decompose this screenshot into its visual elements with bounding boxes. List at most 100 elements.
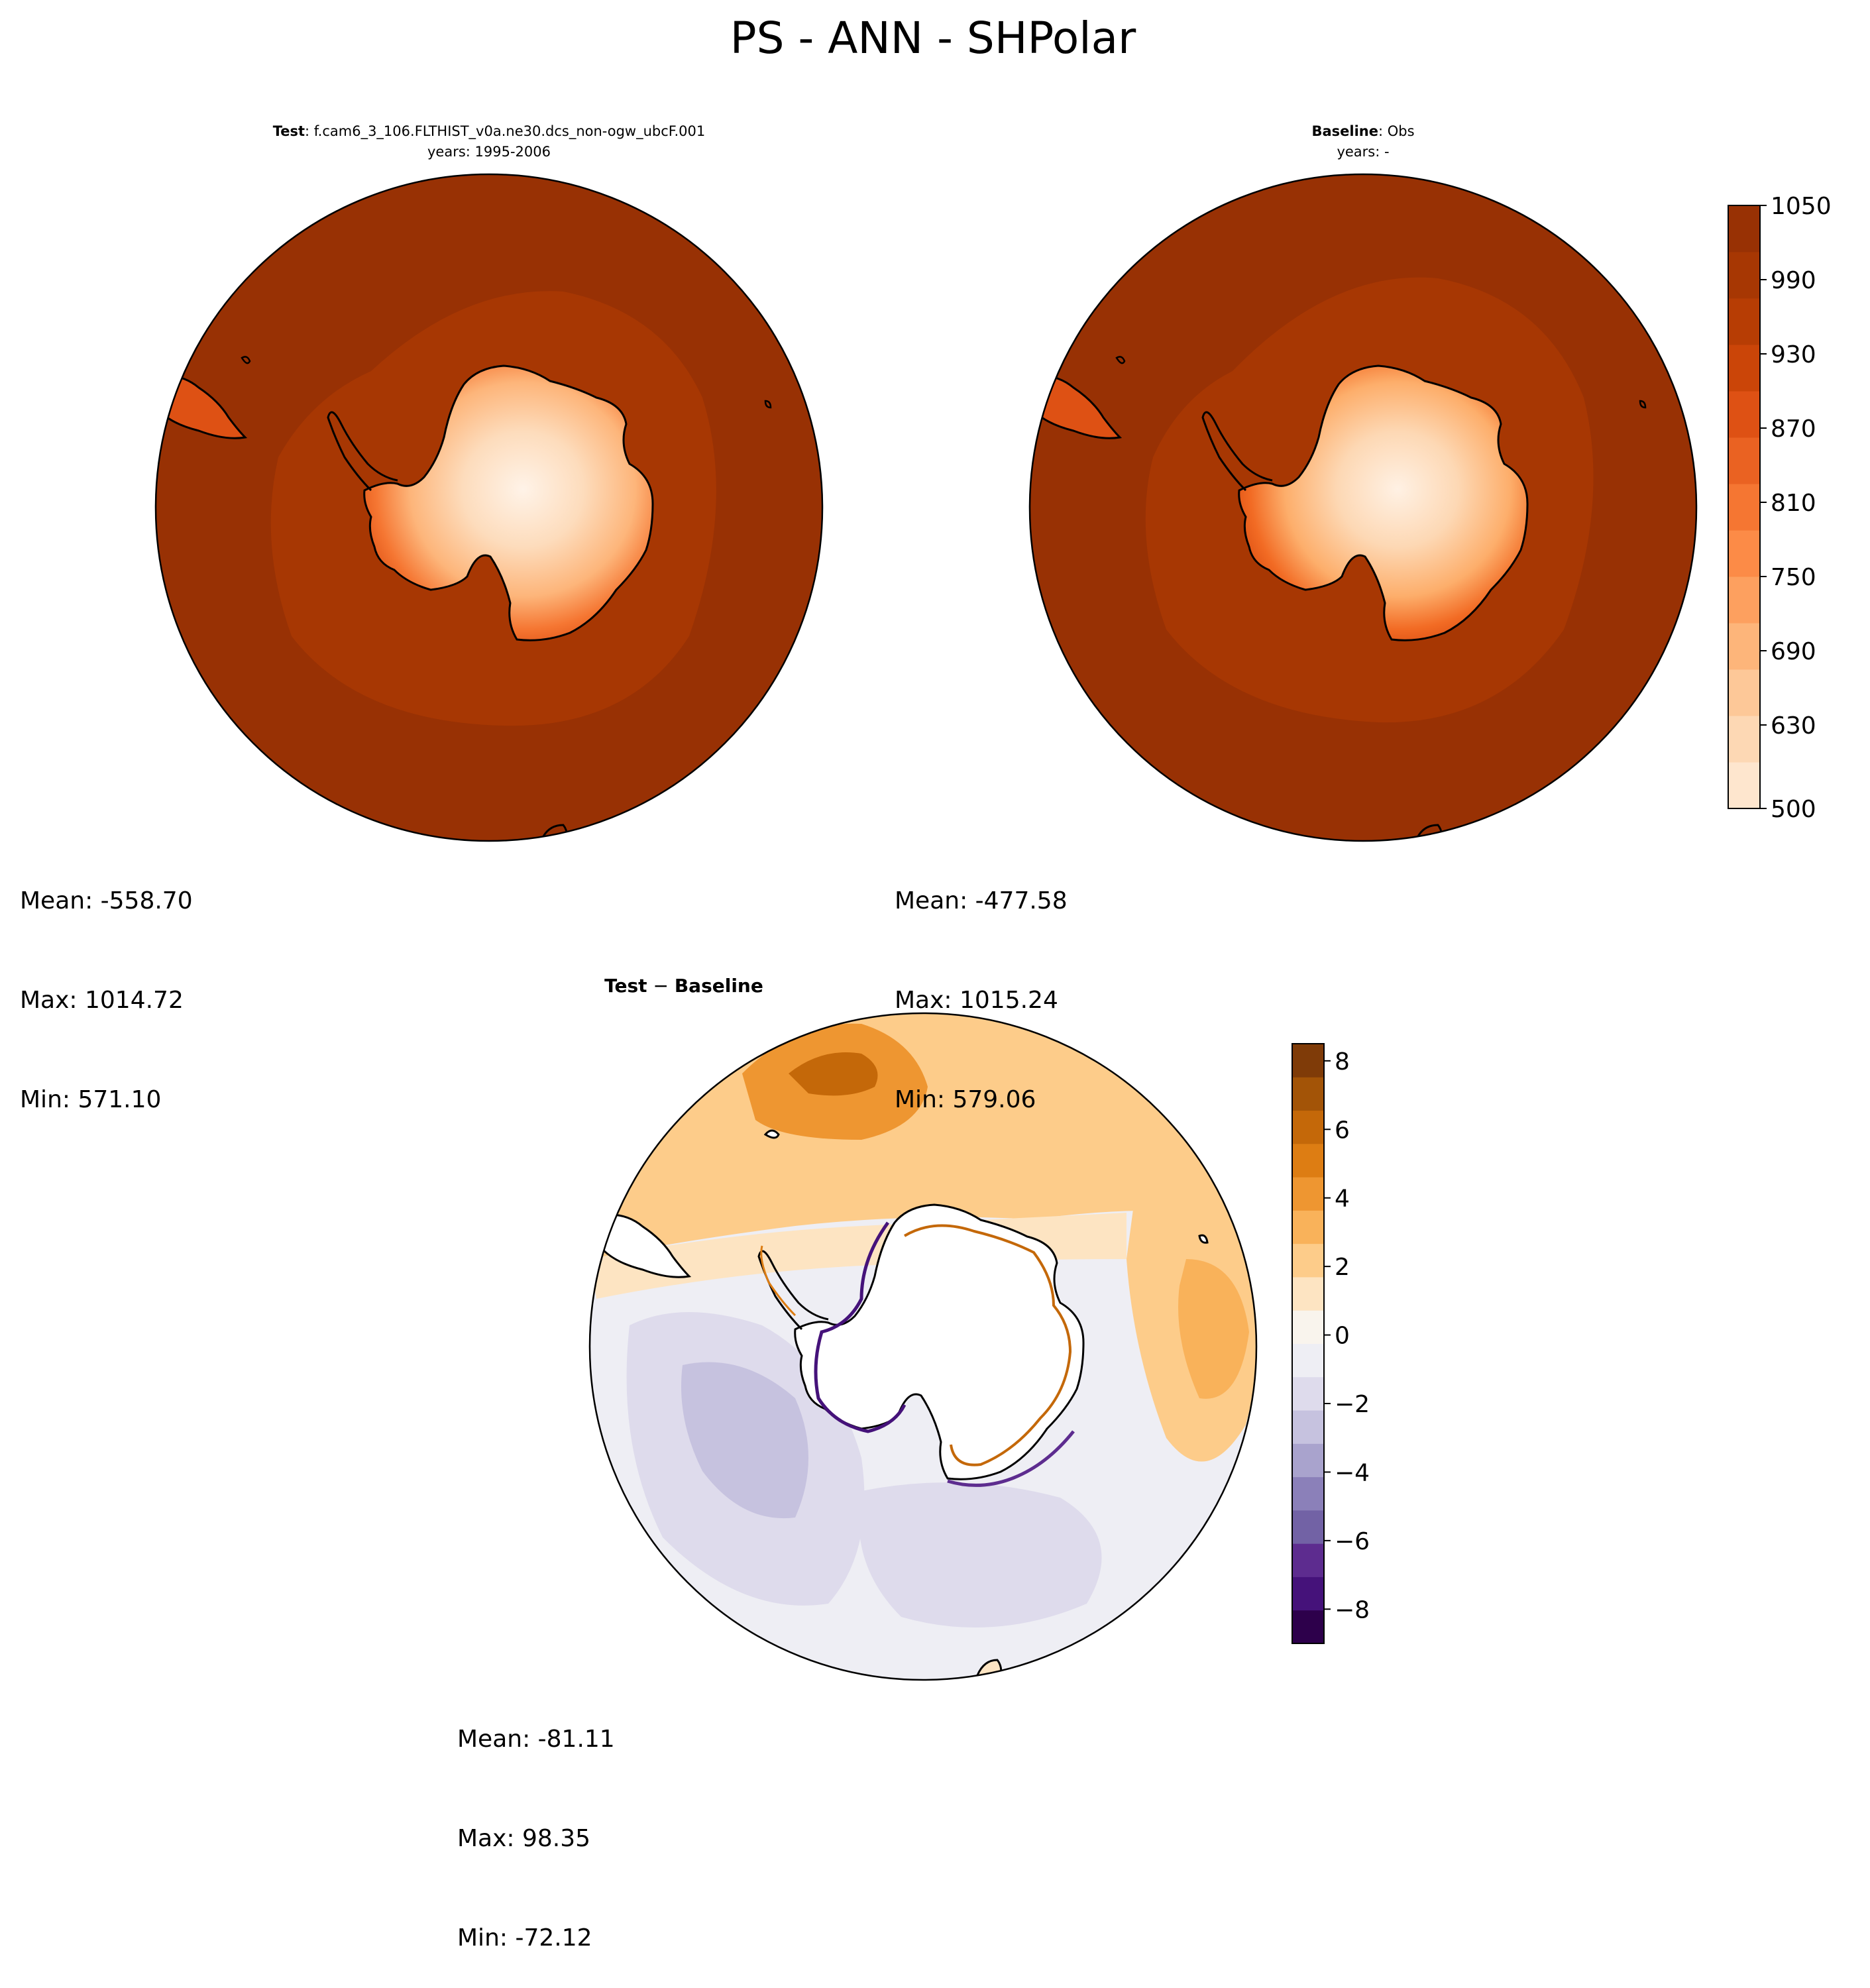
main-colorbar-tick-label: 1050 [1771, 193, 1832, 220]
diff-colorbar-tick-label: −6 [1335, 1528, 1370, 1555]
diff-colorbar: 8 6 4 2 0 −2 −4 −6 −8 [1292, 1043, 1370, 1644]
diff-mean: Mean: -81.11 [457, 1726, 615, 1753]
diff-colorbar-tick-label: −2 [1335, 1391, 1370, 1418]
diff-colorbar-band [1292, 1476, 1324, 1511]
diff-colorbar-tick-label: −8 [1335, 1596, 1370, 1624]
baseline-title: Baseline: Obs [1311, 123, 1414, 139]
diff-colorbar-band [1292, 1077, 1324, 1111]
diff-coast-orange [903, 1224, 1072, 1466]
diff-colorbar-band [1292, 1543, 1324, 1577]
baseline-years: years: - [1337, 144, 1389, 160]
diff-colorbar-ticks: 8 6 4 2 0 −2 −4 −6 −8 [1324, 1048, 1370, 1624]
diff-colorbar-band [1292, 1610, 1324, 1644]
main-colorbar-band [1728, 577, 1760, 624]
diff-island-2 [1198, 1234, 1209, 1244]
baseline-panel: Baseline: Obs years: - [1028, 123, 1698, 842]
main-colorbar-band [1728, 530, 1760, 577]
baseline-max: Max: 1015.24 [895, 987, 1058, 1014]
test-title: Test: f.cam6_3_106.FLTHIST_v0a.ne30.dcs_… [273, 123, 706, 140]
main-colorbar-band [1728, 762, 1760, 809]
figure: PS - ANN - SHPolar Test: f.cam6_3_106.FL… [154, 13, 1832, 1681]
diff-map [590, 1013, 1256, 1680]
main-colorbar-tick-label: 870 [1771, 415, 1816, 443]
baseline-island [1115, 356, 1126, 364]
diff-positive-north [590, 1013, 1219, 1259]
diff-colorbar-band [1292, 1510, 1324, 1544]
main-colorbar-band [1728, 484, 1760, 531]
main-colorbar-ticks: 1050 990 930 870 810 750 690 630 500 [1760, 193, 1832, 823]
diff-colorbar-band [1292, 1376, 1324, 1411]
test-max: Max: 1014.72 [20, 987, 184, 1014]
main-colorbar-tick-label: 990 [1771, 267, 1816, 294]
baseline-mean: Mean: -477.58 [895, 887, 1068, 914]
test-map-boundary [154, 173, 824, 842]
diff-colorbar-band [1292, 1210, 1324, 1244]
diff-colorbar-band [1292, 1044, 1324, 1077]
main-colorbar-band [1728, 391, 1760, 438]
test-map [156, 174, 822, 841]
diff-colorbar-band [1292, 1177, 1324, 1211]
diff-peninsula [757, 1250, 829, 1331]
diff-colorbar-bands [1292, 1044, 1324, 1644]
diff-negative-west-core [681, 1362, 808, 1519]
main-colorbar-tick-label: 810 [1771, 490, 1816, 517]
baseline-min: Min: 579.06 [895, 1086, 1036, 1113]
test-antarctica [363, 364, 654, 641]
diff-map-boundary [588, 1012, 1258, 1681]
main-colorbar-tick-label: 630 [1771, 712, 1816, 740]
main-colorbar-frame [1728, 205, 1761, 809]
diff-antarctica [794, 1203, 1085, 1480]
main-colorbar-band [1728, 205, 1760, 252]
test-island-2 [764, 400, 772, 409]
diff-colorbar-tick-label: 4 [1335, 1186, 1350, 1213]
main-colorbar-band [1728, 716, 1760, 763]
diff-colorbar-tick-label: 0 [1335, 1323, 1350, 1350]
diff-title: Test − Baseline [604, 975, 763, 997]
diff-coast-purple-2 [947, 1430, 1075, 1487]
main-colorbar-band [1728, 623, 1760, 670]
main-colorbar: 1050 990 930 870 810 750 690 630 500 [1728, 193, 1832, 823]
main-colorbar-bands [1728, 205, 1760, 809]
diff-colorbar-band [1292, 1310, 1324, 1344]
main-colorbar-tick-label: 750 [1771, 564, 1816, 591]
baseline-map-boundary [1028, 173, 1698, 842]
figure-title: PS - ANN - SHPolar [730, 13, 1136, 64]
diff-colorbar-tick-label: 6 [1335, 1117, 1350, 1144]
main-colorbar-band [1728, 298, 1760, 345]
diff-colorbar-band [1292, 1410, 1324, 1444]
diff-peninsula-orange [760, 1245, 797, 1317]
test-min: Min: 571.10 [20, 1086, 162, 1113]
main-colorbar-tick-label: 690 [1771, 638, 1816, 665]
diff-colorbar-band [1292, 1243, 1324, 1278]
baseline-map [1030, 174, 1696, 841]
diff-max: Max: 98.35 [457, 1825, 591, 1852]
diff-colorbar-frame [1292, 1043, 1325, 1644]
main-colorbar-band [1728, 669, 1760, 716]
diff-south-america [595, 1213, 692, 1278]
diff-colorbar-tick-label: 8 [1335, 1048, 1350, 1076]
test-island [241, 356, 251, 364]
test-peninsula [327, 411, 398, 492]
diff-colorbar-band [1292, 1143, 1324, 1178]
diff-positive-east-core [1178, 1259, 1249, 1399]
main-colorbar-band [1728, 252, 1760, 299]
test-mean: Mean: -558.70 [20, 887, 193, 914]
test-stats: Mean: -558.70 Max: 1014.72 Min: 571.10 [20, 818, 193, 1150]
baseline-peninsula [1201, 411, 1273, 492]
test-panel: Test: f.cam6_3_106.FLTHIST_v0a.ne30.dcs_… [154, 123, 824, 842]
diff-panel: Test − Baseline [588, 975, 1258, 1681]
diff-colorbar-band [1292, 1343, 1324, 1378]
main-colorbar-tick-label: 500 [1771, 796, 1816, 823]
diff-coast-purple [814, 1221, 907, 1433]
diff-positive-core-2 [789, 1052, 878, 1096]
diff-negative-south [859, 1482, 1102, 1628]
diff-colorbar-band [1292, 1443, 1324, 1478]
main-colorbar-band [1728, 437, 1760, 484]
diff-colorbar-band [1292, 1276, 1324, 1311]
baseline-island-2 [1639, 400, 1647, 409]
baseline-antarctica [1238, 364, 1529, 641]
diff-stats: Mean: -81.11 Max: 98.35 Min: -72.12 [457, 1657, 615, 1988]
baseline-stats: Mean: -477.58 Max: 1015.24 Min: 579.06 [895, 818, 1068, 1150]
diff-colorbar-band [1292, 1110, 1324, 1144]
diff-min: Min: -72.12 [457, 1924, 592, 1952]
